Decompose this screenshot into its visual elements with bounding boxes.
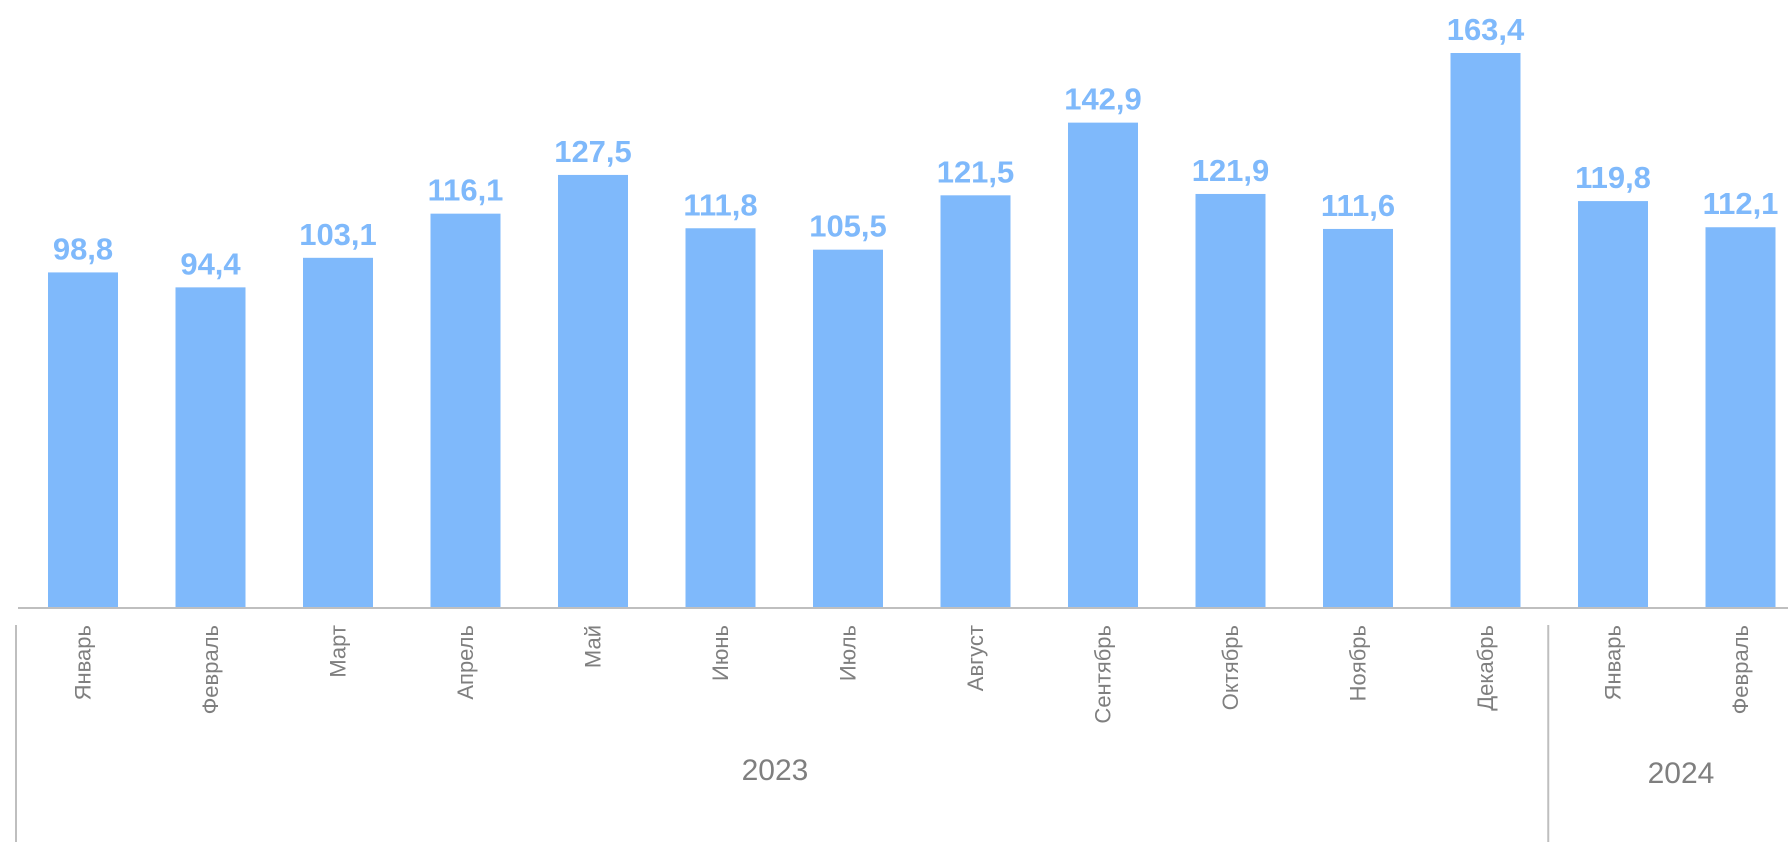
bar-1 [48, 272, 118, 608]
value-label-5: 127,5 [554, 134, 632, 169]
category-label-2: Февраль [198, 625, 223, 714]
value-label-13: 119,8 [1575, 160, 1651, 195]
category-label-1: Январь [71, 625, 96, 700]
value-label-12: 163,4 [1447, 12, 1525, 47]
category-label-4: Апрель [453, 625, 478, 700]
value-label-8: 121,5 [937, 154, 1015, 189]
bar-8 [940, 195, 1011, 608]
category-label-7: Июль [836, 625, 861, 681]
value-label-10: 121,9 [1192, 153, 1270, 188]
bar-2 [175, 287, 246, 608]
value-label-9: 142,9 [1064, 82, 1142, 117]
category-label-6: Июнь [708, 625, 733, 681]
value-label-11: 111,6 [1321, 188, 1395, 223]
bar-11 [1323, 228, 1393, 608]
year-groups-layer: 2023 2024 [15, 625, 1715, 842]
bar-4 [430, 213, 501, 608]
value-label-14: 112,1 [1703, 186, 1779, 221]
category-label-3: Март [326, 625, 351, 678]
category-label-12: Декабрь [1473, 625, 1498, 711]
value-label-4: 116,1 [428, 173, 504, 208]
bar-14 [1705, 227, 1776, 608]
year-label-2024: 2024 [1648, 757, 1715, 790]
value-label-7: 105,5 [809, 209, 887, 244]
category-labels-layer: Январь Февраль Март Апрель Май Июнь Июль Август… [71, 625, 1754, 724]
category-label-8: Август [963, 625, 988, 691]
category-label-9: Сентябрь [1091, 625, 1116, 724]
category-label-10: Октябрь [1218, 625, 1243, 710]
bar-5 [558, 174, 628, 609]
value-label-2: 94,4 [180, 246, 241, 281]
category-label-14: Февраль [1728, 625, 1753, 714]
bar-9 [1068, 122, 1138, 608]
category-label-5: Май [581, 625, 606, 668]
bar-13 [1578, 201, 1648, 608]
bar-7 [813, 249, 883, 608]
bars-layer [48, 53, 1776, 609]
year-label-2023: 2023 [742, 754, 809, 787]
category-label-11: Ноябрь [1346, 625, 1371, 701]
bar-10 [1195, 193, 1266, 609]
value-label-3: 103,1 [299, 217, 377, 252]
bar-3 [303, 257, 373, 608]
value-label-6: 111,8 [683, 187, 757, 222]
value-label-1: 98,8 [53, 231, 113, 266]
value-labels-layer: 98,8 94,4 103,1 116,1 127,5 111,8 105,5 121,5 14… [53, 12, 1779, 281]
bar-6 [685, 228, 756, 608]
bar-12 [1450, 53, 1521, 608]
category-label-13: Январь [1601, 625, 1626, 700]
